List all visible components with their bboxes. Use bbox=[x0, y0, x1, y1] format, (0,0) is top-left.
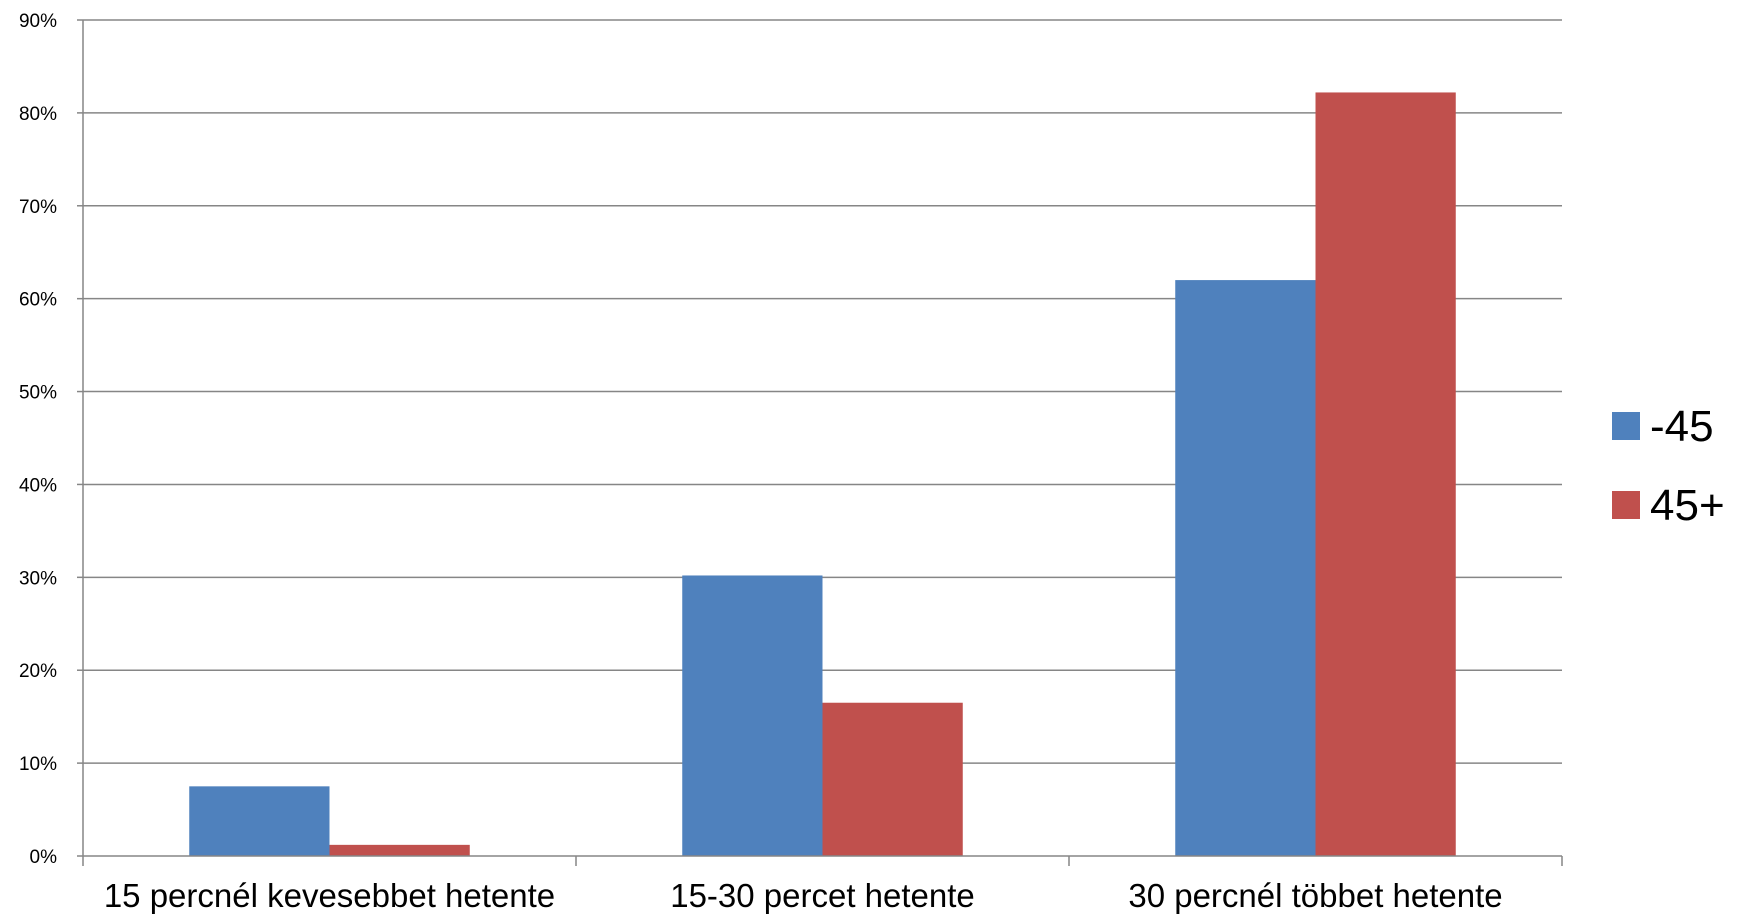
legend-swatch bbox=[1612, 412, 1640, 440]
y-tick-label: 60% bbox=[19, 290, 57, 311]
axis-labels: 0% 10% 20% 30% 40% 50% 60% 70% 80% 90% 15 percnél … bbox=[19, 11, 1503, 914]
bar--45-2 bbox=[1175, 280, 1316, 857]
y-tick-label: 80% bbox=[19, 104, 57, 125]
bar-45+-2 bbox=[1315, 92, 1456, 857]
axes bbox=[77, 19, 1563, 866]
x-category-label: 15 percnél kevesebbet hetente bbox=[104, 877, 555, 914]
gridlines bbox=[83, 19, 1562, 764]
legend-label: -45 bbox=[1650, 402, 1714, 451]
y-tick-label: 0% bbox=[30, 847, 58, 868]
bar-45+-0 bbox=[329, 844, 470, 856]
legend-swatch bbox=[1612, 491, 1640, 519]
y-tick-label: 90% bbox=[19, 11, 57, 32]
bar--45-0 bbox=[189, 786, 330, 856]
y-tick-label: 20% bbox=[19, 661, 57, 682]
y-tick-label: 30% bbox=[19, 568, 57, 589]
bar-45+-1 bbox=[822, 702, 963, 856]
x-category-label: 15-30 percet hetente bbox=[670, 877, 975, 914]
legend-label: 45+ bbox=[1650, 481, 1725, 530]
y-tick-label: 50% bbox=[19, 383, 57, 404]
bars bbox=[189, 92, 1456, 857]
bar--45-1 bbox=[682, 575, 823, 856]
legend: -45 45+ bbox=[1612, 402, 1725, 530]
y-tick-label: 40% bbox=[19, 475, 57, 496]
y-tick-label: 10% bbox=[19, 754, 57, 775]
x-category-label: 30 percnél többet hetente bbox=[1128, 877, 1502, 914]
y-tick-label: 70% bbox=[19, 197, 57, 218]
